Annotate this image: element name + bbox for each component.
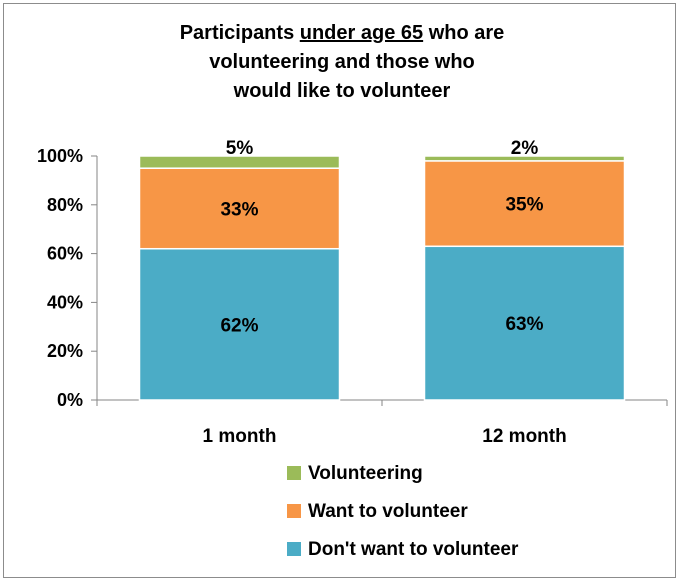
chart-title-part: under age 65 bbox=[300, 22, 423, 44]
chart-title-part: would like to volunteer bbox=[233, 80, 451, 102]
chart: Participants under age 65 who are volunte… bbox=[37, 22, 668, 560]
legend: Volunteering Want to volunteer Don't want … bbox=[287, 463, 519, 560]
chart-title-part: who are bbox=[423, 22, 504, 44]
chart-title: Participants under age 65 who are volunte… bbox=[180, 22, 505, 102]
legend-label: Want to volunteer bbox=[308, 501, 468, 522]
chart-title-part: Participants bbox=[180, 22, 300, 44]
legend-label: Don't want to volunteer bbox=[308, 539, 519, 560]
bar-segment bbox=[138, 247, 341, 401]
y-tick-label: 20% bbox=[47, 341, 83, 361]
data-label: 5% bbox=[226, 138, 254, 159]
chart-title-line: volunteering and those who bbox=[209, 51, 475, 73]
y-tick-label: 80% bbox=[47, 195, 83, 215]
axes: 0% 20% 40% 60% 80% 100% 1 month 12 month bbox=[37, 146, 668, 447]
legend-swatch bbox=[287, 504, 301, 518]
chart-title-line: Participants under age 65 who are bbox=[180, 22, 505, 44]
bar-segment bbox=[138, 155, 341, 169]
bar-segment bbox=[423, 160, 626, 248]
data-label: 2% bbox=[511, 138, 539, 159]
data-label: 62% bbox=[220, 315, 258, 336]
data-label: 35% bbox=[505, 195, 543, 216]
bars bbox=[138, 155, 626, 401]
data-labels: 62% 33% 5% 63% 35% 2% bbox=[220, 138, 543, 336]
y-tick-label: 60% bbox=[47, 244, 83, 264]
y-tick-label: 0% bbox=[57, 390, 83, 410]
bar-segment bbox=[138, 167, 341, 250]
bar-segment bbox=[423, 245, 626, 401]
y-tick-label: 40% bbox=[47, 292, 83, 312]
legend-swatch bbox=[287, 542, 301, 556]
data-label: 33% bbox=[220, 199, 258, 220]
chart-frame: Participants under age 65 who are volunte… bbox=[3, 3, 676, 578]
x-category-label: 12 month bbox=[482, 426, 566, 447]
x-category-label: 1 month bbox=[203, 426, 277, 447]
bar-segment bbox=[423, 155, 626, 162]
y-tick-label: 100% bbox=[37, 146, 83, 166]
chart-title-part: volunteering and those who bbox=[209, 51, 475, 73]
legend-label: Volunteering bbox=[308, 463, 423, 484]
data-label: 63% bbox=[505, 314, 543, 335]
chart-title-line: would like to volunteer bbox=[233, 80, 451, 102]
legend-swatch bbox=[287, 466, 301, 480]
